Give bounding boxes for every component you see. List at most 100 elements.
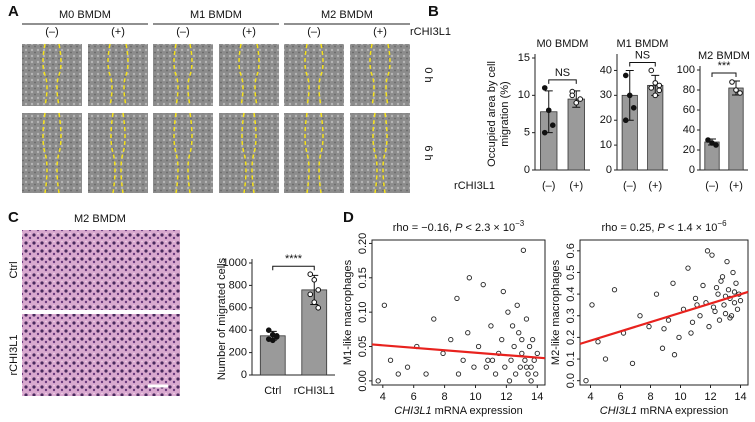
data-point [511, 343, 517, 350]
chart-title: M2 BMDM [698, 50, 750, 62]
data-point [611, 287, 618, 293]
panel-c-title: M2 BMDM [74, 213, 126, 225]
wound-edge [382, 112, 388, 194]
data-point [431, 316, 437, 322]
data-point [689, 319, 696, 325]
wound-edge [369, 43, 375, 107]
trend-line [579, 290, 749, 345]
data-point [713, 142, 719, 148]
y-axis-label: M2-like macrophages [550, 259, 562, 365]
data-point [700, 282, 706, 289]
data-point [710, 304, 717, 310]
x-tick-label: (–) [705, 180, 718, 192]
y-tick-label: 0.00 [357, 370, 369, 391]
data-point [519, 336, 525, 343]
panel-label: A [8, 3, 19, 20]
x-label-part: mRNA expression [637, 405, 728, 417]
condition-label: (+) [242, 26, 256, 38]
y-tick-label: 1000 [223, 257, 247, 269]
wound-edge [238, 43, 244, 107]
x-tick-label: (+) [729, 180, 743, 192]
micrograph [153, 113, 213, 193]
data-point [648, 67, 655, 74]
bar [728, 87, 744, 171]
treatment-label: rCHI3L1 [410, 26, 451, 38]
wound-edge [318, 43, 324, 107]
data-point [652, 80, 659, 86]
data-point [716, 317, 723, 323]
x-label-part: CHI3L1 [394, 405, 431, 417]
x-tick-label: (+) [569, 180, 583, 192]
data-point [648, 85, 655, 91]
data-point [656, 82, 663, 89]
title-part: −6 [717, 219, 727, 228]
data-point [725, 287, 732, 293]
micrograph [284, 113, 344, 193]
data-point [730, 269, 736, 276]
condition-label: (–) [45, 26, 58, 38]
significance-bracket [629, 61, 656, 67]
y-tick-label: 0 [606, 164, 612, 176]
data-point [522, 357, 528, 363]
bar [567, 98, 585, 171]
data-point [440, 350, 446, 357]
condition-label: (+) [373, 26, 387, 38]
plot-frame [579, 239, 749, 386]
y-axis-label: Occupied area by cell [486, 61, 498, 167]
data-point [713, 284, 720, 291]
y-tick-label: 0 [524, 164, 530, 176]
data-point [499, 336, 505, 343]
y-tick-label: 10 [600, 139, 612, 151]
data-point [311, 277, 318, 283]
micrograph [219, 113, 279, 193]
chart-title: rho = 0.25, P < 1.4 × 10−6 [601, 219, 727, 234]
condition-label: (–) [176, 26, 189, 38]
data-point [589, 302, 595, 308]
data-point [475, 343, 482, 350]
y-tick-label: 0.05 [357, 336, 369, 357]
row-label: Ctrl [8, 261, 20, 278]
y-tick-label: 0.3 [565, 308, 577, 323]
data-point [577, 96, 584, 102]
significance: NS [555, 67, 570, 79]
data-point [652, 92, 659, 99]
data-point [665, 317, 672, 323]
x-tick-label: Ctrl [264, 385, 281, 397]
data-point [508, 357, 514, 363]
data-point [488, 323, 494, 329]
data-point [705, 137, 711, 143]
y-tick-label: 0.1 [565, 351, 577, 366]
data-point [731, 300, 738, 306]
data-point [709, 252, 715, 258]
data-point [688, 330, 694, 336]
data-point [721, 302, 727, 308]
plot-frame [371, 239, 546, 386]
x-tick-label: rCHI3L1 [294, 385, 335, 397]
wound-edge [42, 112, 48, 194]
data-point [549, 122, 556, 128]
row-label: rCHI3L1 [8, 335, 20, 376]
y-tick-label: 0.15 [357, 267, 369, 288]
trend-line [371, 343, 546, 360]
data-point [541, 85, 548, 91]
y-tick-label: 60 [683, 104, 695, 116]
data-point [520, 247, 527, 253]
data-point [583, 378, 589, 384]
micrograph [88, 44, 148, 106]
y-tick-label: 40 [600, 64, 612, 76]
data-point [712, 308, 718, 315]
data-point [724, 258, 730, 265]
x-tick-label: 12 [704, 391, 716, 403]
micrograph [350, 44, 410, 106]
wound-edge [56, 112, 62, 194]
data-point [455, 371, 462, 377]
data-point [531, 357, 537, 363]
data-point [506, 378, 513, 384]
y-tick-label: 0.2 [565, 330, 577, 345]
y-tick-label: 0.20 [357, 233, 369, 254]
y-tick-label: 5 [524, 127, 530, 139]
y-tick-label: 10 [518, 89, 530, 101]
data-point [737, 90, 743, 96]
x-tick-label: (–) [623, 180, 636, 192]
significance: NS [635, 49, 650, 61]
